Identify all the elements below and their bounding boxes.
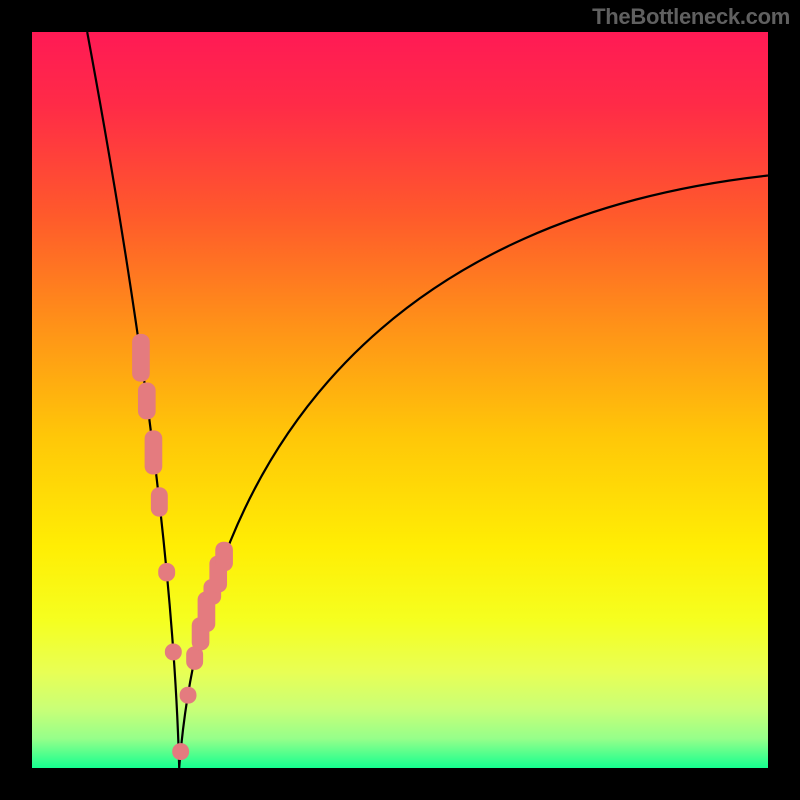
watermark-text: TheBottleneck.com [592,4,790,30]
data-marker [138,383,156,420]
data-marker [158,563,175,581]
data-marker [215,542,233,571]
data-marker [165,643,182,660]
data-marker [151,487,168,516]
plot-area [32,32,768,768]
data-marker [145,430,163,474]
data-marker [132,334,150,382]
data-marker [172,743,189,760]
data-marker [180,687,197,704]
chart-svg [32,32,768,768]
chart-container: TheBottleneck.com [0,0,800,800]
